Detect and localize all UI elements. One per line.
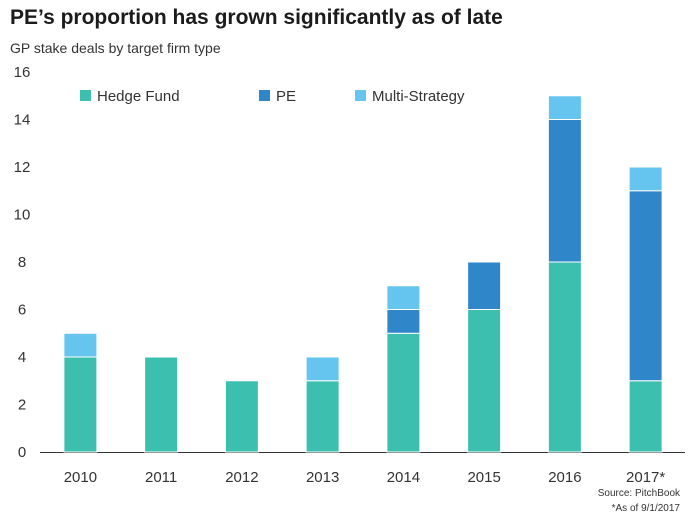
y-tick-label: 0 xyxy=(18,444,26,461)
bar-segment xyxy=(547,119,582,263)
x-tick-label: 2015 xyxy=(467,469,500,486)
y-tick-label: 12 xyxy=(14,159,31,176)
bar-segment xyxy=(628,190,663,382)
x-tick-label: 2014 xyxy=(387,469,420,486)
y-tick-label: 6 xyxy=(18,302,26,319)
legend-swatch xyxy=(80,90,91,101)
x-tick-label: 2017* xyxy=(626,469,665,486)
bar-segment xyxy=(547,261,582,453)
legend-swatch xyxy=(259,90,270,101)
legend: Hedge Fund PE Multi-Strategy xyxy=(80,88,465,105)
bar-segment xyxy=(224,380,259,453)
bar-segment xyxy=(305,356,340,382)
y-tick-label: 14 xyxy=(14,112,31,129)
x-tick-label: 2016 xyxy=(548,469,581,486)
x-tick-label: 2010 xyxy=(64,469,97,486)
bar-segment xyxy=(305,380,340,453)
chart-title: PE’s proportion has grown significantly … xyxy=(10,6,503,29)
x-tick-label: 2012 xyxy=(225,469,258,486)
bar-segment xyxy=(144,356,179,453)
legend-label: PE xyxy=(276,88,296,105)
chart-subtitle: GP stake deals by target firm type xyxy=(10,40,221,56)
footnote: *As of 9/1/2017 xyxy=(611,503,680,514)
legend-label: Multi-Strategy xyxy=(372,88,465,105)
bar-segment xyxy=(628,166,663,192)
source-note: Source: PitchBook xyxy=(597,488,680,499)
x-tick-label: 2011 xyxy=(145,469,177,486)
bar-segment xyxy=(386,285,421,310)
x-axis: 2010 2011 2012 2013 2014 2015 2016 2017* xyxy=(64,469,666,486)
bar-segment xyxy=(547,95,582,120)
bar-segment xyxy=(467,261,502,310)
bar-segment xyxy=(467,309,502,453)
y-tick-label: 16 xyxy=(14,64,31,81)
y-tick-label: 2 xyxy=(18,397,26,414)
bars xyxy=(63,95,663,453)
bar-segment xyxy=(63,356,98,453)
x-tick-label: 2013 xyxy=(306,469,339,486)
y-tick-label: 4 xyxy=(18,349,26,366)
y-tick-label: 8 xyxy=(18,254,26,271)
legend-label: Hedge Fund xyxy=(97,88,180,105)
y-axis: 0 2 4 6 8 10 12 14 16 xyxy=(14,64,31,461)
legend-swatch xyxy=(355,90,366,101)
bar-segment xyxy=(386,332,421,453)
y-tick-label: 10 xyxy=(14,207,31,224)
bar-segment xyxy=(386,309,421,334)
bar-segment xyxy=(63,332,98,358)
bar-segment xyxy=(628,380,663,453)
